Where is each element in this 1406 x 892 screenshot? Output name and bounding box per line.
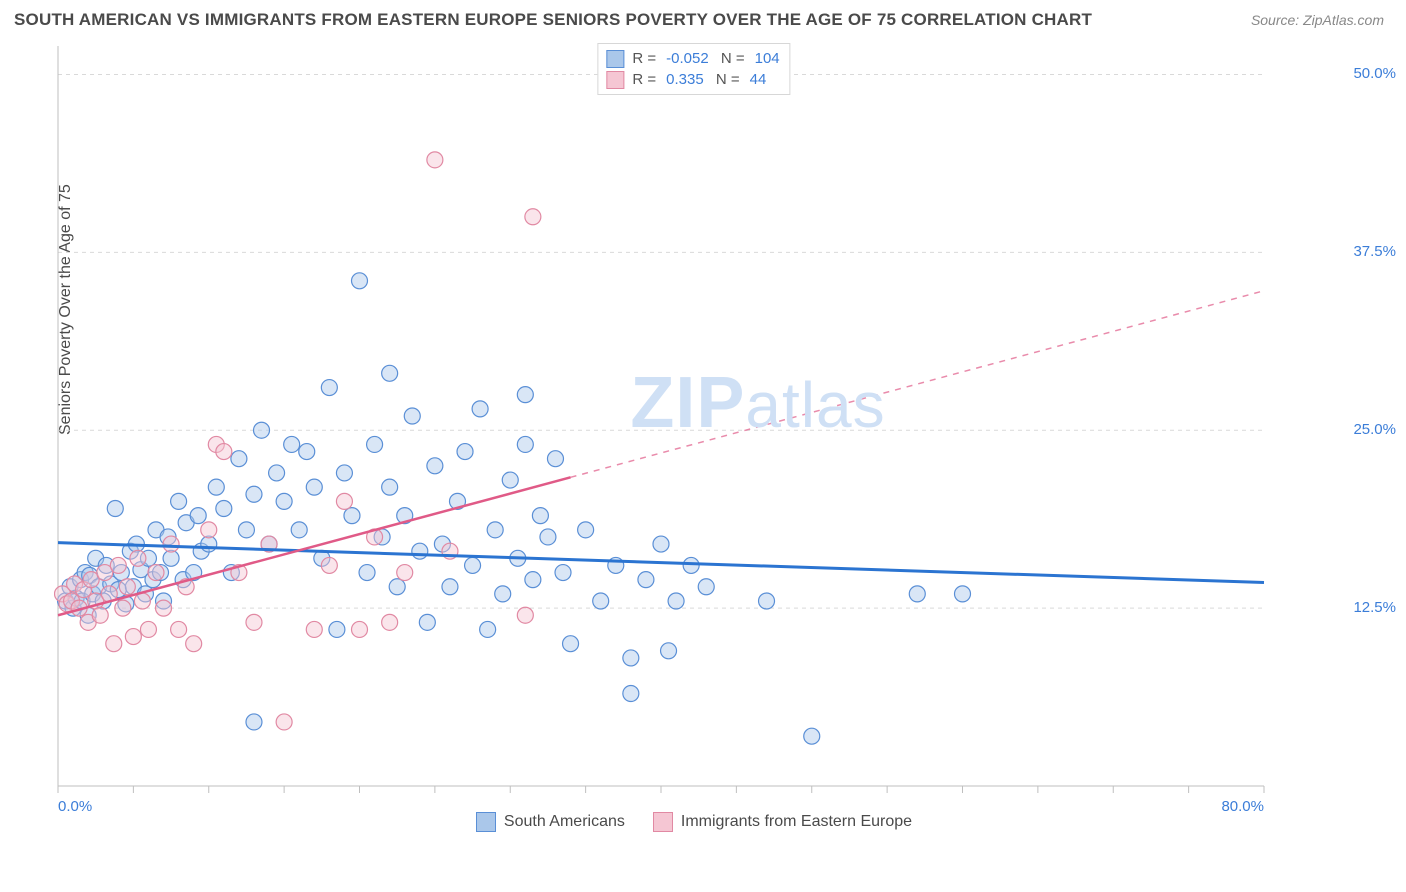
n-value-a: 104: [755, 48, 780, 69]
source-citation: Source: ZipAtlas.com: [1251, 12, 1384, 28]
correlation-stats-legend: R =-0.052 N =104 R =0.335 N =44: [597, 43, 790, 95]
chart-area: Seniors Poverty Over the Age of 75 ZIPat…: [54, 40, 1334, 830]
x-min-label: 0.0%: [58, 798, 92, 815]
legend-item-series-a: South Americans: [476, 812, 625, 832]
y-tick-label: 25.0%: [1353, 421, 1396, 438]
y-tick-label: 37.5%: [1353, 243, 1396, 260]
stats-row-series-a: R =-0.052 N =104: [606, 48, 779, 69]
x-max-label: 80.0%: [1221, 798, 1264, 815]
r-value-a: -0.052: [666, 48, 709, 69]
legend-swatch-a-icon: [476, 812, 496, 832]
series-legend: South Americans Immigrants from Eastern …: [54, 812, 1334, 832]
stats-row-series-b: R =0.335 N =44: [606, 69, 779, 90]
swatch-series-b-icon: [606, 71, 624, 89]
legend-item-series-b: Immigrants from Eastern Europe: [653, 812, 912, 832]
n-value-b: 44: [750, 69, 767, 90]
legend-label-a: South Americans: [504, 813, 625, 831]
y-tick-label: 12.5%: [1353, 599, 1396, 616]
swatch-series-a-icon: [606, 50, 624, 68]
scatter-plot: [54, 40, 1334, 830]
y-tick-label: 50.0%: [1353, 65, 1396, 82]
chart-title: SOUTH AMERICAN VS IMMIGRANTS FROM EASTER…: [14, 10, 1092, 30]
legend-swatch-b-icon: [653, 812, 673, 832]
legend-label-b: Immigrants from Eastern Europe: [681, 813, 912, 831]
r-value-b: 0.335: [666, 69, 704, 90]
